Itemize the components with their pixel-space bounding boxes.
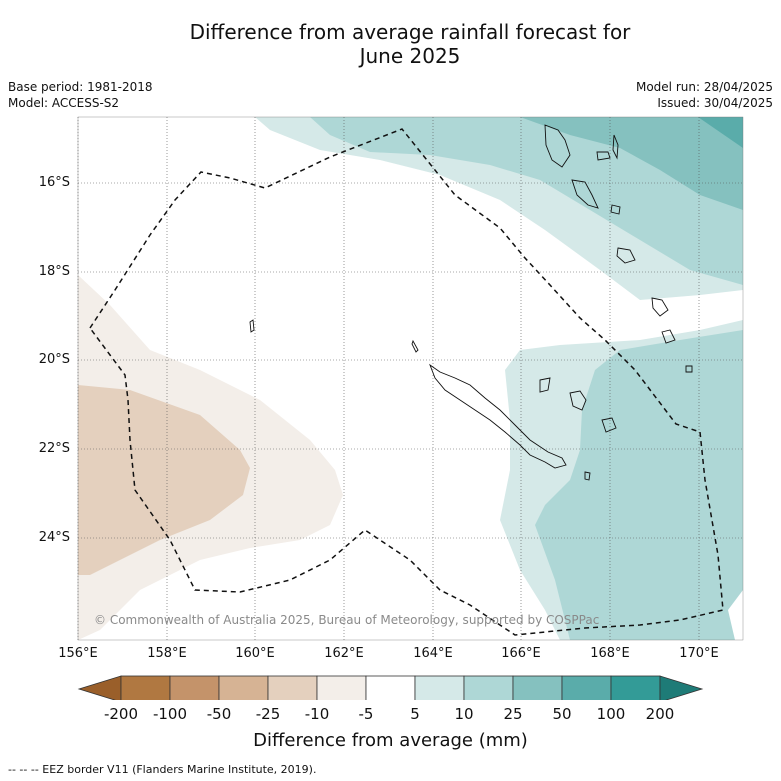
colorbar-tick: -5 bbox=[358, 705, 374, 723]
wet-anomaly-ne-strong bbox=[520, 117, 743, 210]
vanuatu-erromango bbox=[651, 297, 669, 317]
wet-anomaly-se-medium bbox=[535, 330, 743, 640]
loyalty-lifou bbox=[569, 390, 587, 411]
colorbar-swatch bbox=[218, 675, 269, 700]
vanuatu-pentecost bbox=[596, 151, 611, 161]
vanuatu-efate bbox=[616, 247, 636, 264]
lat-label-18s: 18°S bbox=[38, 264, 70, 279]
lat-label-20s: 20°S bbox=[38, 352, 70, 367]
colorbar-tick: -25 bbox=[255, 705, 281, 723]
run-info: Model run: 28/04/2025 Issued: 30/04/2025 bbox=[636, 79, 773, 111]
colorbar-swatch bbox=[267, 675, 318, 700]
loyalty-ouvea bbox=[539, 377, 551, 393]
wet-anomaly-ne-medium bbox=[310, 117, 743, 285]
vanuatu-malekula bbox=[571, 179, 599, 209]
aneityum bbox=[685, 365, 693, 373]
colorbar-swatch bbox=[169, 675, 220, 700]
colorbar-swatch bbox=[463, 675, 514, 700]
lon-label-156e: 156°E bbox=[58, 646, 98, 661]
wet-anomaly-ne-stronger bbox=[698, 117, 743, 148]
lon-label-162e: 162°E bbox=[324, 646, 364, 661]
title-line-2: June 2025 bbox=[359, 44, 461, 68]
colorbar-swatch bbox=[365, 675, 416, 700]
base-period: Base period: 1981-2018 bbox=[8, 80, 153, 94]
loyalty-mare bbox=[601, 417, 617, 433]
colorbar bbox=[77, 675, 704, 700]
lon-label-170e: 170°E bbox=[679, 646, 719, 661]
lon-label-168e: 168°E bbox=[590, 646, 630, 661]
colorbar-extend-high bbox=[659, 675, 704, 700]
colorbar-tick: -100 bbox=[152, 705, 188, 723]
lon-label-160e: 160°E bbox=[235, 646, 275, 661]
vanuatu-tanna bbox=[661, 329, 676, 344]
colorbar-tick: -10 bbox=[304, 705, 330, 723]
colorbar-tick: 10 bbox=[454, 705, 474, 723]
colorbar-tick: 100 bbox=[596, 705, 626, 723]
lat-label-16s: 16°S bbox=[38, 175, 70, 190]
vanuatu-espiritu-santo bbox=[544, 124, 571, 168]
lat-label-24s: 24°S bbox=[38, 530, 70, 545]
colorbar-tick: -200 bbox=[103, 705, 139, 723]
model-info: Base period: 1981-2018 Model: ACCESS-S2 bbox=[8, 79, 153, 111]
vanuatu-epi bbox=[610, 204, 621, 215]
lon-label-166e: 166°E bbox=[501, 646, 541, 661]
rainfall-anomaly-fields bbox=[78, 117, 743, 640]
rennell-island bbox=[249, 319, 255, 333]
lon-label-158e: 158°E bbox=[147, 646, 187, 661]
belep-island bbox=[411, 339, 419, 353]
map-title: Difference from average rainfall forecas… bbox=[0, 20, 781, 68]
colorbar-tick: 200 bbox=[645, 705, 675, 723]
title-line-1: Difference from average rainfall forecas… bbox=[189, 20, 631, 44]
eez-footnote: -- -- -- EEZ border V11 (Flanders Marine… bbox=[8, 763, 317, 776]
colorbar-swatch bbox=[316, 675, 367, 700]
colorbar-tick: 25 bbox=[503, 705, 523, 723]
map-frame bbox=[77, 116, 744, 641]
colorbar-swatch bbox=[414, 675, 465, 700]
lon-label-164e: 164°E bbox=[413, 646, 453, 661]
walpole-island bbox=[584, 471, 591, 481]
colorbar-swatch bbox=[512, 675, 563, 700]
dry-anomaly-medium bbox=[78, 385, 250, 575]
model-name: Model: ACCESS-S2 bbox=[8, 96, 120, 110]
coastlines bbox=[249, 124, 693, 481]
colorbar-title: Difference from average (mm) bbox=[253, 730, 528, 751]
copyright-notice: © Commonwealth of Australia 2025, Bureau… bbox=[94, 613, 600, 627]
colorbar-swatch bbox=[561, 675, 612, 700]
vanuatu-maewo bbox=[612, 134, 619, 160]
colorbar-swatch bbox=[120, 675, 171, 700]
colorbar-tick: 5 bbox=[410, 705, 420, 723]
rainfall-map bbox=[77, 116, 744, 700]
colorbar-tick: -50 bbox=[206, 705, 232, 723]
colorbar-tick: 50 bbox=[552, 705, 572, 723]
wet-anomaly-se-corner bbox=[728, 590, 743, 640]
new-caledonia-coast bbox=[429, 363, 567, 469]
issued-date: Issued: 30/04/2025 bbox=[657, 96, 773, 110]
lat-label-22s: 22°S bbox=[38, 441, 70, 456]
colorbar-swatch bbox=[610, 675, 661, 700]
colorbar-extend-low bbox=[77, 675, 122, 700]
model-run: Model run: 28/04/2025 bbox=[635, 80, 773, 94]
